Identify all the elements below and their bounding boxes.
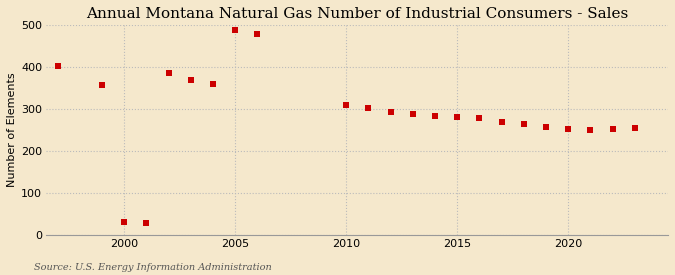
Point: [429, 114, 440, 118]
Point: [607, 127, 618, 131]
Point: [385, 109, 396, 114]
Text: Source: U.S. Energy Information Administration: Source: U.S. Energy Information Administ…: [34, 263, 271, 271]
Point: [341, 103, 352, 108]
Title: Annual Montana Natural Gas Number of Industrial Consumers - Sales: Annual Montana Natural Gas Number of Ind…: [86, 7, 628, 21]
Point: [452, 115, 462, 119]
Point: [585, 128, 596, 132]
Point: [207, 82, 218, 87]
Y-axis label: Number of Elements: Number of Elements: [7, 72, 17, 187]
Point: [518, 122, 529, 127]
Point: [252, 32, 263, 36]
Point: [563, 127, 574, 131]
Point: [629, 126, 640, 130]
Point: [163, 71, 174, 75]
Point: [363, 106, 374, 110]
Point: [186, 78, 196, 82]
Point: [52, 63, 63, 68]
Point: [230, 28, 240, 32]
Point: [474, 116, 485, 120]
Point: [407, 112, 418, 116]
Point: [541, 125, 551, 129]
Point: [496, 120, 507, 124]
Point: [97, 83, 107, 87]
Point: [141, 221, 152, 226]
Point: [119, 220, 130, 224]
